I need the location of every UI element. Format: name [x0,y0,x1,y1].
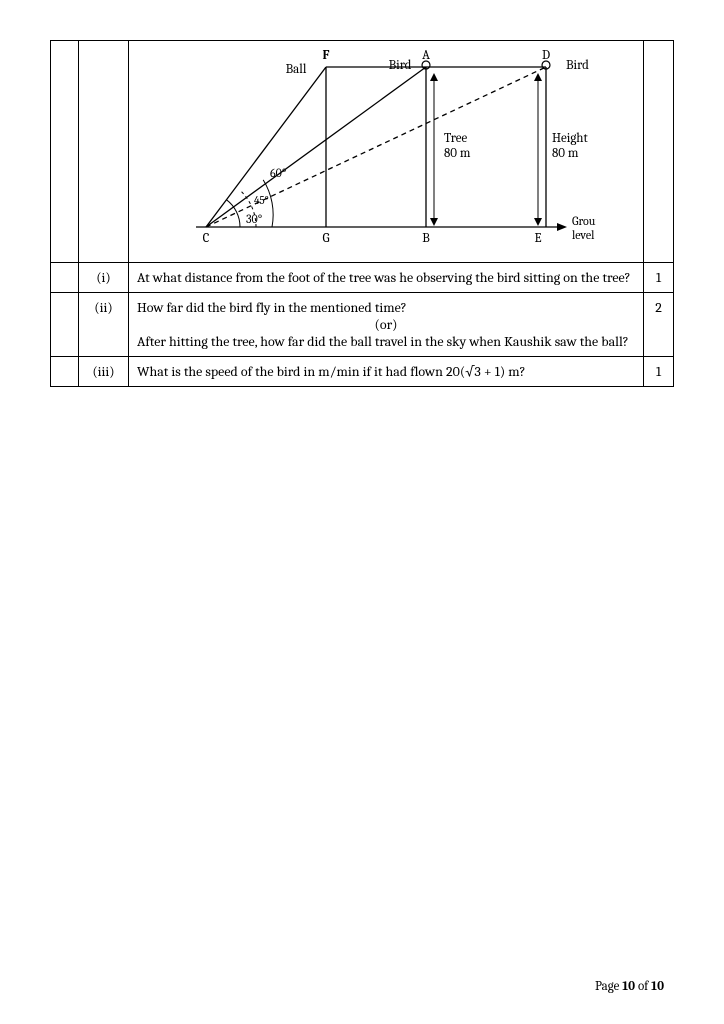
point-F: F [323,48,330,63]
marks: 1 [644,357,674,387]
marks: 2 [644,293,674,357]
question-text: At what distance from the foot of the tr… [129,263,644,293]
ground-label-2: level [572,228,595,242]
point-D: D [542,48,550,63]
question-text: How far did the bird fly in the mentione… [129,293,644,357]
subpart-number: (i) [79,263,129,293]
height-label: Height [552,131,588,146]
blank-cell [51,293,79,357]
point-A: A [422,48,430,63]
question-line: After hitting the tree, how far did the … [137,333,635,350]
angle-30: 30° [246,212,262,226]
tree-value: 80 m [444,146,471,161]
diagram-cell: C G B E F A D Ball Bird Bird Tree 80 m H… [129,41,644,263]
bird-a-label: Bird [389,58,412,73]
angle-60: 60° [270,166,286,180]
point-B: B [422,231,430,246]
footer-prefix: Page [595,979,622,994]
point-E: E [534,231,541,246]
table-row: (iii) What is the speed of the bird in m… [51,357,674,387]
page: C G B E F A D Ball Bird Bird Tree 80 m H… [0,0,724,1024]
ball-label: Ball [286,62,307,77]
point-C: C [203,231,210,246]
footer-total: 10 [651,979,664,994]
question-text: What is the speed of the bird in m/min i… [129,357,644,387]
table-row: (i) At what distance from the foot of th… [51,263,674,293]
blank-cell [51,357,79,387]
page-footer: Page 10 of 10 [595,979,664,994]
footer-of: of [635,979,651,994]
table-row-diagram: C G B E F A D Ball Bird Bird Tree 80 m H… [51,41,674,263]
question-table: C G B E F A D Ball Bird Bird Tree 80 m H… [50,40,674,387]
blank-cell [79,41,129,263]
height-value: 80 m [552,146,579,161]
blank-cell [51,41,79,263]
blank-cell [51,263,79,293]
footer-current: 10 [622,979,635,994]
marks: 1 [644,263,674,293]
table-row: (ii) How far did the bird fly in the men… [51,293,674,357]
point-G: G [322,231,329,246]
subpart-number: (ii) [79,293,129,357]
question-line: How far did the bird fly in the mentione… [137,299,635,316]
geometry-diagram: C G B E F A D Ball Bird Bird Tree 80 m H… [176,47,596,252]
ground-label-1: Ground [572,214,596,228]
blank-cell [644,41,674,263]
bird-d-label: Bird [566,58,589,73]
tree-label: Tree [444,131,467,146]
or-divider: (or) [137,316,635,333]
subpart-number: (iii) [79,357,129,387]
angle-45: 45° [254,194,269,207]
